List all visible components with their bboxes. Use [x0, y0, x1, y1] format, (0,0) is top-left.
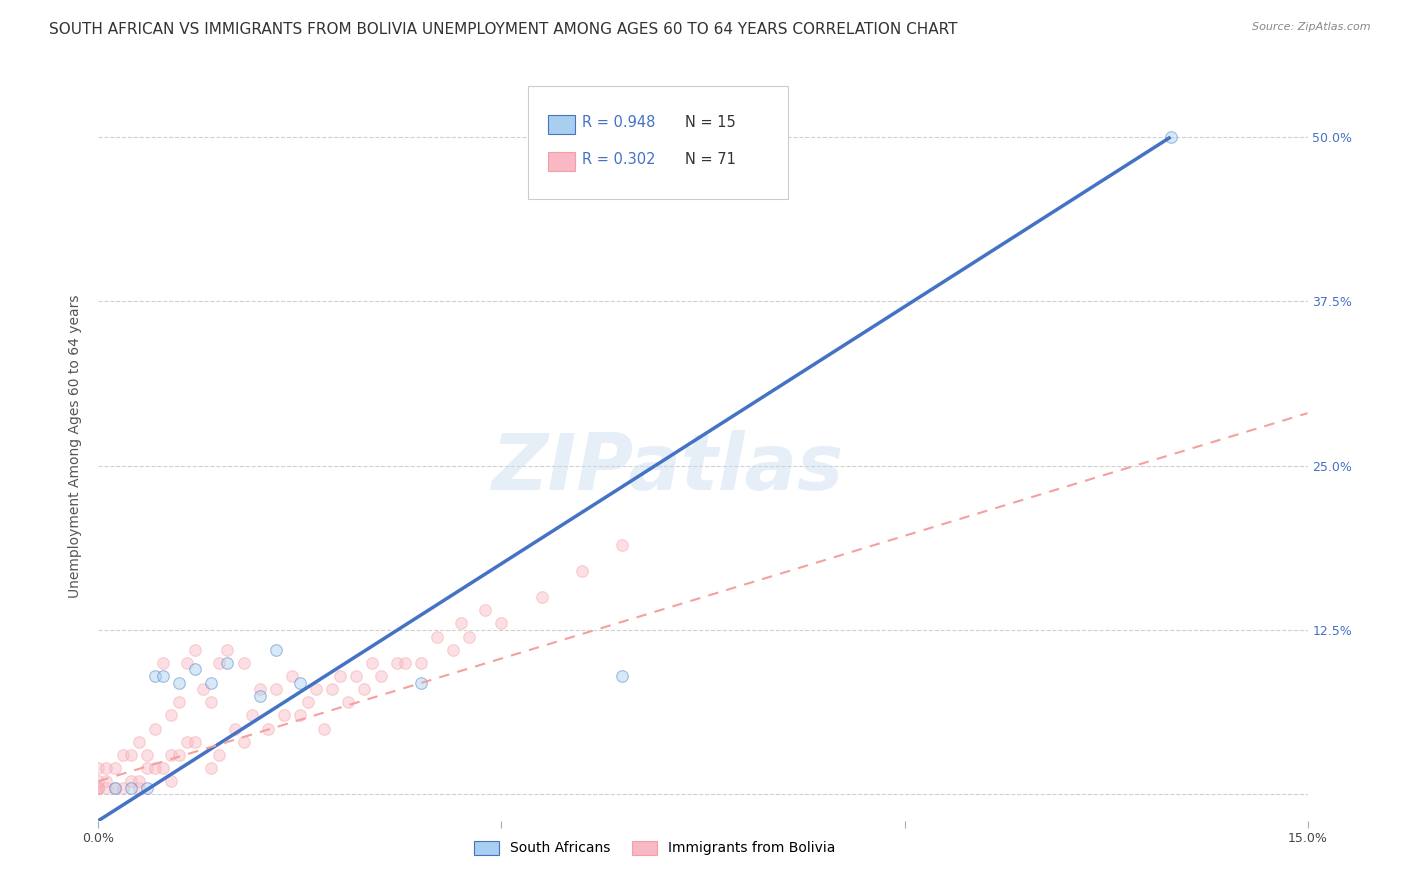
- Text: SOUTH AFRICAN VS IMMIGRANTS FROM BOLIVIA UNEMPLOYMENT AMONG AGES 60 TO 64 YEARS : SOUTH AFRICAN VS IMMIGRANTS FROM BOLIVIA…: [49, 22, 957, 37]
- Point: [87, 780, 110, 795]
- Point: [264, 682, 287, 697]
- Point: [87, 780, 110, 795]
- Point: [103, 761, 125, 775]
- Point: [152, 656, 174, 670]
- Point: [200, 675, 222, 690]
- FancyBboxPatch shape: [548, 153, 575, 171]
- Point: [120, 774, 142, 789]
- Point: [353, 682, 375, 697]
- Point: [474, 603, 496, 617]
- Point: [135, 780, 157, 795]
- Point: [176, 656, 198, 670]
- Point: [200, 695, 222, 709]
- Point: [128, 780, 150, 795]
- Point: [249, 689, 271, 703]
- Point: [184, 642, 207, 657]
- Point: [232, 656, 254, 670]
- Point: [167, 675, 190, 690]
- Point: [128, 735, 150, 749]
- Point: [160, 774, 183, 789]
- Point: [160, 747, 183, 762]
- Point: [128, 774, 150, 789]
- Point: [87, 780, 110, 795]
- Point: [288, 708, 311, 723]
- Point: [217, 642, 239, 657]
- Point: [612, 538, 634, 552]
- Point: [232, 735, 254, 749]
- Point: [135, 747, 157, 762]
- Point: [426, 630, 449, 644]
- Point: [87, 774, 110, 789]
- Point: [273, 708, 295, 723]
- Legend: South Africans, Immigrants from Bolivia: South Africans, Immigrants from Bolivia: [467, 834, 842, 863]
- Point: [193, 682, 215, 697]
- Point: [409, 656, 432, 670]
- Point: [176, 735, 198, 749]
- Point: [441, 642, 464, 657]
- FancyBboxPatch shape: [548, 115, 575, 134]
- Point: [120, 780, 142, 795]
- Point: [224, 722, 246, 736]
- Point: [321, 682, 343, 697]
- Point: [409, 675, 432, 690]
- Point: [167, 747, 190, 762]
- Point: [264, 642, 287, 657]
- Point: [160, 708, 183, 723]
- Point: [1160, 130, 1182, 145]
- Text: R = 0.302: R = 0.302: [582, 153, 655, 168]
- Point: [329, 669, 352, 683]
- FancyBboxPatch shape: [527, 87, 787, 199]
- Point: [217, 656, 239, 670]
- Point: [240, 708, 263, 723]
- Point: [200, 761, 222, 775]
- Point: [288, 675, 311, 690]
- Point: [184, 735, 207, 749]
- Text: Source: ZipAtlas.com: Source: ZipAtlas.com: [1253, 22, 1371, 32]
- Point: [167, 695, 190, 709]
- Point: [571, 564, 593, 578]
- Point: [96, 774, 118, 789]
- Point: [530, 590, 553, 604]
- Point: [491, 616, 513, 631]
- Point: [208, 747, 231, 762]
- Point: [385, 656, 408, 670]
- Point: [87, 761, 110, 775]
- Point: [208, 656, 231, 670]
- Point: [344, 669, 367, 683]
- Point: [458, 630, 481, 644]
- Point: [96, 780, 118, 795]
- Point: [143, 722, 166, 736]
- Point: [256, 722, 278, 736]
- Text: R = 0.948: R = 0.948: [582, 115, 655, 130]
- Text: N = 15: N = 15: [685, 115, 735, 130]
- Point: [612, 669, 634, 683]
- Point: [111, 747, 134, 762]
- Point: [184, 663, 207, 677]
- Point: [370, 669, 392, 683]
- Point: [103, 780, 125, 795]
- Point: [249, 682, 271, 697]
- Point: [394, 656, 416, 670]
- Point: [450, 616, 472, 631]
- Text: ZIPatlas: ZIPatlas: [491, 431, 842, 507]
- Text: N = 71: N = 71: [685, 153, 735, 168]
- Point: [152, 761, 174, 775]
- Point: [120, 747, 142, 762]
- Point: [143, 669, 166, 683]
- Point: [152, 669, 174, 683]
- Point: [103, 780, 125, 795]
- Point: [96, 761, 118, 775]
- Point: [281, 669, 304, 683]
- Point: [361, 656, 384, 670]
- Point: [305, 682, 328, 697]
- Point: [143, 761, 166, 775]
- Point: [135, 761, 157, 775]
- Y-axis label: Unemployment Among Ages 60 to 64 years: Unemployment Among Ages 60 to 64 years: [69, 294, 83, 598]
- Point: [337, 695, 360, 709]
- Point: [297, 695, 319, 709]
- Point: [111, 780, 134, 795]
- Point: [314, 722, 336, 736]
- Point: [87, 780, 110, 795]
